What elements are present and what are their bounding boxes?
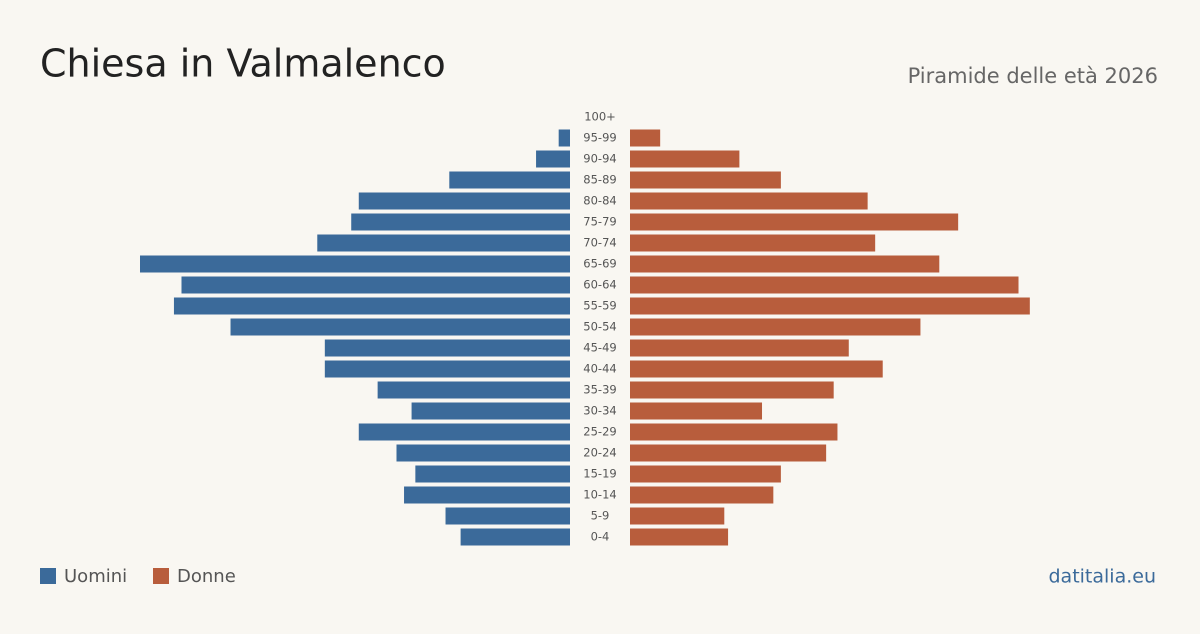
age-label: 30-34: [583, 404, 616, 418]
age-label: 65-69: [583, 257, 616, 271]
age-label: 100+: [584, 110, 616, 124]
chart-title: Chiesa in Valmalenco: [40, 42, 446, 86]
bar: [630, 255, 940, 273]
age-label: 60-64: [583, 278, 616, 292]
age-label: 35-39: [583, 383, 616, 397]
bar: [630, 213, 959, 231]
age-label: 80-84: [583, 194, 616, 208]
age-label: 85-89: [583, 173, 616, 187]
bar: [317, 234, 570, 252]
legend-label: Donne: [177, 566, 236, 587]
bar: [630, 402, 763, 420]
bar: [630, 339, 849, 357]
bar: [630, 528, 729, 546]
age-label: 55-59: [583, 299, 616, 313]
bar: [460, 528, 570, 546]
bar: [324, 339, 570, 357]
bar: [173, 297, 570, 315]
bar: [351, 213, 570, 231]
legend-swatch: [153, 568, 169, 584]
bar: [358, 423, 570, 441]
bar: [445, 507, 570, 525]
bar: [630, 381, 834, 399]
bar: [230, 318, 571, 336]
age-label: 70-74: [583, 236, 616, 250]
bar: [630, 507, 725, 525]
bar: [324, 360, 570, 378]
age-label: 5-9: [591, 509, 610, 523]
legend-label: Uomini: [64, 566, 127, 587]
age-label: 0-4: [591, 530, 610, 544]
bar: [396, 444, 570, 462]
bar: [630, 276, 1019, 294]
age-label: 50-54: [583, 320, 616, 334]
bar: [630, 486, 774, 504]
bar: [630, 297, 1030, 315]
age-label: 10-14: [583, 488, 616, 502]
age-label: 25-29: [583, 425, 616, 439]
bar: [140, 255, 570, 273]
bar: [630, 171, 781, 189]
legend-swatch: [40, 568, 56, 584]
bar: [404, 486, 570, 504]
bar: [536, 150, 570, 168]
chart-subtitle: Piramide delle età 2026: [908, 64, 1158, 88]
bar: [630, 423, 838, 441]
bar: [630, 465, 781, 483]
age-label: 40-44: [583, 362, 616, 376]
bar: [630, 129, 661, 147]
bar: [181, 276, 571, 294]
bar: [630, 150, 740, 168]
bar: [358, 192, 570, 210]
bar: [630, 318, 921, 336]
age-label: 95-99: [583, 131, 616, 145]
age-label: 75-79: [583, 215, 616, 229]
bar: [630, 234, 876, 252]
bar: [630, 360, 883, 378]
bar: [630, 444, 827, 462]
source: datitalia.eu: [1049, 566, 1157, 588]
bar: [411, 402, 570, 420]
age-label: 45-49: [583, 341, 616, 355]
age-label: 20-24: [583, 446, 616, 460]
age-label: 15-19: [583, 467, 616, 481]
bar: [415, 465, 570, 483]
bar: [630, 192, 868, 210]
bar: [377, 381, 570, 399]
bar: [558, 129, 570, 147]
bar: [449, 171, 570, 189]
age-label: 90-94: [583, 152, 616, 166]
